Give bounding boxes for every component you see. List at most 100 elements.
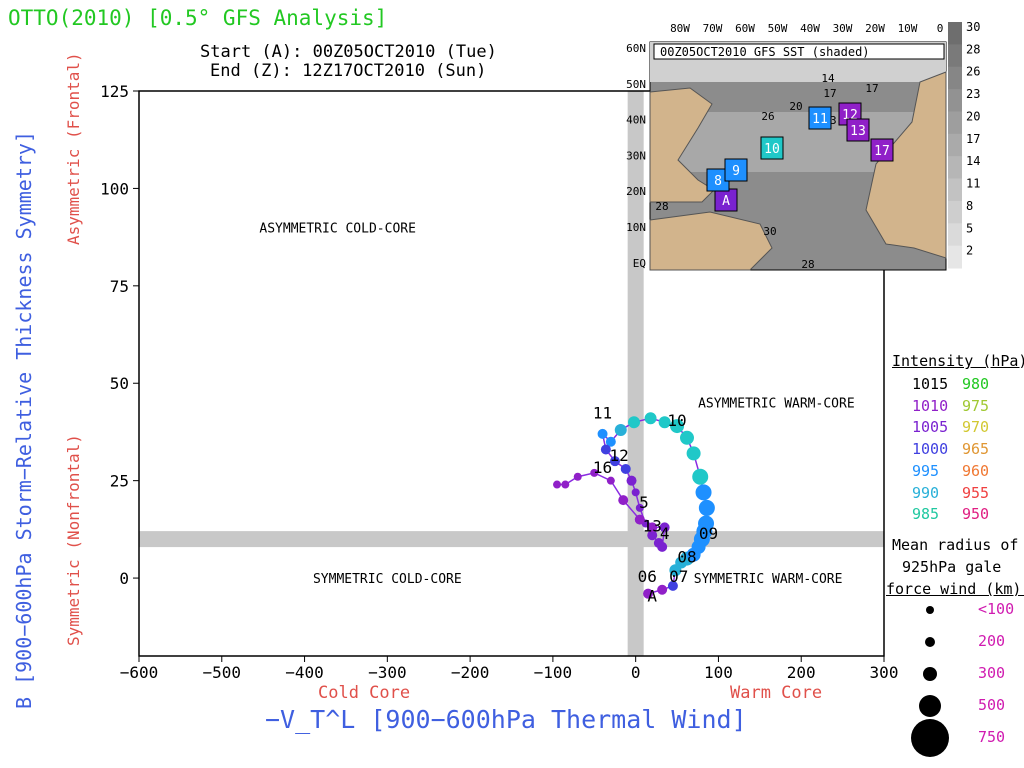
x-tick-label: −500 bbox=[203, 663, 242, 682]
intensity-legend-entry: 955 bbox=[962, 483, 990, 502]
inset-contour-label: 30 bbox=[763, 225, 776, 238]
track-point bbox=[600, 444, 611, 455]
y-sym-label: Symmetric (Nonfrontal) bbox=[64, 434, 83, 646]
inset-track-marker bbox=[724, 158, 748, 182]
threshold-horizontal bbox=[139, 531, 884, 548]
intensity-legend-entry: 965 bbox=[962, 440, 990, 459]
inset-lon-label: 10W bbox=[898, 22, 918, 35]
radius-legend-label: <100 bbox=[978, 600, 1015, 618]
colorbar-step bbox=[948, 22, 962, 45]
inset-lon-label: 60W bbox=[735, 22, 755, 35]
colorbar-step bbox=[948, 200, 962, 224]
inset-lon-label: 80W bbox=[670, 22, 690, 35]
chart-title: OTTO(2010) [0.5° GFS Analysis] bbox=[8, 6, 388, 30]
colorbar-label: 8 bbox=[966, 199, 973, 213]
x-cold-label: Cold Core bbox=[318, 683, 411, 703]
colorbar-step bbox=[948, 156, 962, 180]
track-annotation: 13 bbox=[643, 516, 662, 535]
y-tick-label: 0 bbox=[119, 569, 129, 588]
intensity-legend-entry: 1000 bbox=[912, 440, 949, 459]
track-point bbox=[679, 430, 694, 445]
inset-track-label: 10 bbox=[764, 142, 780, 157]
track-point bbox=[644, 412, 657, 425]
inset-contour-label: 20 bbox=[789, 100, 802, 113]
colorbar-label: 30 bbox=[966, 20, 980, 34]
track-point bbox=[597, 428, 608, 439]
inset-track-label: 8 bbox=[714, 174, 722, 189]
x-tick-label: 0 bbox=[631, 663, 641, 682]
track-point bbox=[647, 530, 658, 541]
track-annotation: 06 bbox=[638, 567, 657, 586]
colorbar-step bbox=[948, 178, 962, 202]
inset-land-south-america bbox=[649, 211, 773, 271]
inset-lat-label: 30N bbox=[626, 149, 646, 162]
inset-lat-label: 60N bbox=[626, 42, 646, 55]
intensity-legend-entry: 985 bbox=[912, 505, 940, 524]
x-tick-label: 300 bbox=[870, 663, 899, 682]
inset-header-box bbox=[653, 43, 945, 60]
track-point bbox=[692, 468, 709, 485]
inset-contour-label: 14 bbox=[821, 72, 835, 85]
intensity-legend-entry: 990 bbox=[912, 483, 940, 502]
inset-contour-label: 28 bbox=[655, 200, 668, 213]
track-point bbox=[614, 424, 627, 436]
radius-legend-title-3: force wind (km): bbox=[886, 580, 1024, 598]
track-point bbox=[590, 468, 599, 477]
intensity-legend-entry: 1005 bbox=[912, 418, 949, 437]
inset-lon-label: 0 bbox=[937, 22, 944, 35]
track-point bbox=[657, 584, 668, 595]
inset-track-marker bbox=[870, 138, 894, 162]
inset-lon-label: 40W bbox=[800, 22, 820, 35]
y-tick-label: 125 bbox=[100, 82, 129, 101]
intensity-legend-entry: 975 bbox=[962, 396, 990, 415]
inset-lat-label: 50N bbox=[626, 78, 646, 91]
inset-track-label: 11 bbox=[812, 112, 828, 127]
y-tick-label: 50 bbox=[110, 374, 129, 393]
colorbar-label: 20 bbox=[966, 109, 980, 123]
colorbar-step bbox=[948, 89, 962, 112]
start-line: Start (A): 00Z05OCT2010 (Tue) bbox=[200, 42, 497, 62]
track-annotation: 07 bbox=[669, 567, 688, 586]
track-point bbox=[618, 495, 629, 506]
track-point bbox=[631, 488, 640, 497]
inset-header-label: 00Z05OCT2010 GFS SST (shaded) bbox=[660, 45, 870, 59]
intensity-legend-entry: 1015 bbox=[912, 375, 949, 393]
radius-legend-title-1: Mean radius of bbox=[892, 536, 1019, 554]
y-tick-label: 75 bbox=[110, 277, 129, 296]
colorbar-step bbox=[948, 111, 962, 135]
track-annotation: 5 bbox=[639, 493, 649, 512]
track-annotation: 12 bbox=[609, 446, 628, 465]
track-point bbox=[698, 515, 715, 532]
radius-legend-label: 200 bbox=[978, 632, 1006, 650]
x-tick-label: 200 bbox=[787, 663, 816, 682]
inset-track-label: 17 bbox=[874, 144, 890, 159]
track-point bbox=[628, 416, 641, 429]
inset-contour-label: 17 bbox=[823, 87, 836, 100]
intensity-legend-entry: 970 bbox=[962, 418, 990, 437]
inset-lat-label: 20N bbox=[626, 185, 646, 198]
colorbar-label: 2 bbox=[966, 244, 973, 258]
inset-track-marker bbox=[808, 106, 832, 130]
radius-legend-title-2: 925hPa gale bbox=[902, 558, 1002, 576]
plot-frame bbox=[138, 90, 885, 657]
track-point bbox=[573, 472, 582, 481]
intensity-legend-entry: 950 bbox=[962, 505, 990, 524]
colorbar-label: 23 bbox=[966, 87, 980, 101]
colorbar-step bbox=[948, 245, 962, 269]
inset-track-marker bbox=[846, 118, 870, 142]
track-point bbox=[635, 503, 644, 512]
y-asym-label: Asymmetric (Frontal) bbox=[64, 52, 83, 245]
track-point bbox=[553, 480, 562, 489]
y-tick-label: 25 bbox=[110, 472, 129, 491]
track-annotation: 11 bbox=[593, 403, 612, 422]
x-tick-label: −300 bbox=[368, 663, 407, 682]
colorbar-step bbox=[948, 44, 962, 68]
inset-track-label: 9 bbox=[732, 164, 740, 179]
track-point bbox=[609, 456, 620, 467]
colorbar-label: 28 bbox=[966, 42, 980, 56]
track-annotation: 16 bbox=[593, 458, 612, 477]
colorbar-label: 5 bbox=[966, 221, 973, 235]
inset-contour-label: 26 bbox=[761, 110, 774, 123]
inset-track-label: A bbox=[722, 194, 730, 209]
